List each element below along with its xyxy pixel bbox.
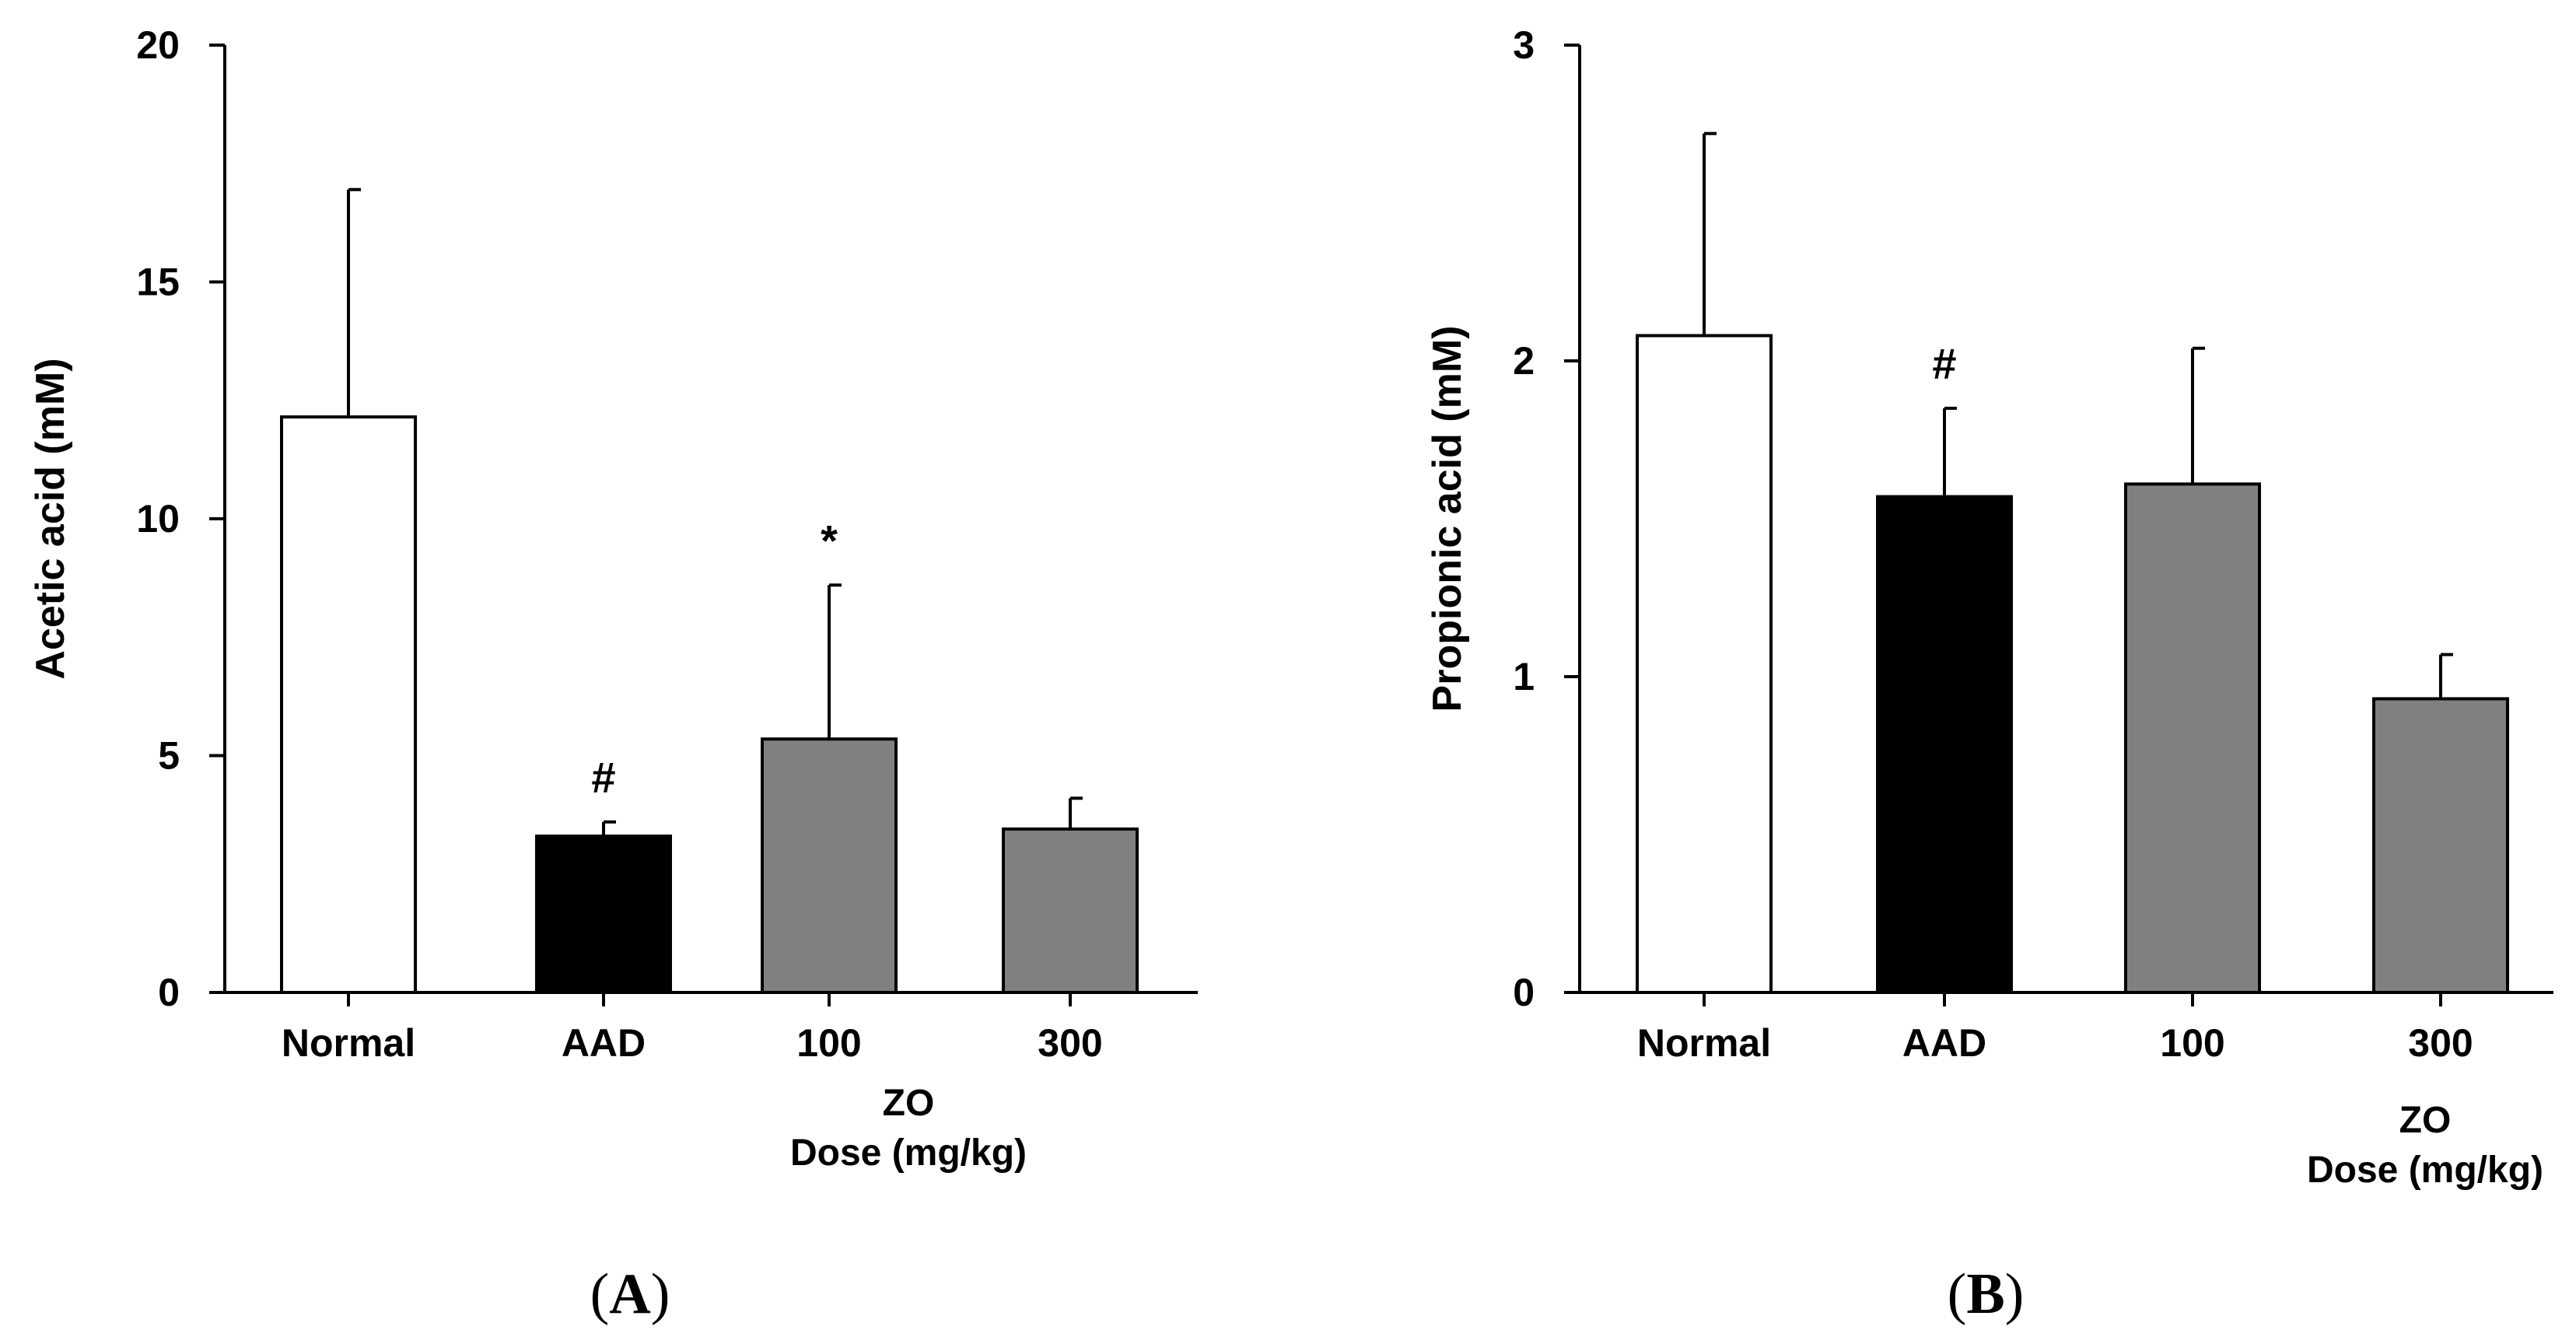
y-axis-label: Acetic acid (mM) bbox=[28, 358, 73, 679]
x-tick-label: Normal bbox=[282, 1021, 415, 1065]
x-note-line-1: ZO bbox=[883, 1083, 935, 1124]
x-tick-label: 100 bbox=[2160, 1021, 2224, 1065]
bar-aad bbox=[1876, 495, 2013, 994]
y-tick-label: 5 bbox=[158, 734, 180, 778]
x-note-line-1: ZO bbox=[2399, 1100, 2452, 1141]
y-tick-label: 0 bbox=[1513, 971, 1535, 1014]
y-tick-label: 2 bbox=[1513, 339, 1535, 383]
y-tick-label: 20 bbox=[136, 23, 180, 67]
bars-group: #* bbox=[280, 187, 1139, 995]
bar-300 bbox=[1002, 827, 1139, 995]
y-tick-label: 10 bbox=[136, 497, 180, 541]
y-ticks: 0 5 10 15 20 bbox=[136, 23, 225, 1014]
x-note-line-2: Dose (mg/kg) bbox=[2307, 1150, 2543, 1191]
x-tick-label: 300 bbox=[2408, 1021, 2473, 1065]
y-axis-label: Propionic acid (mM) bbox=[1425, 326, 1470, 712]
x-tick-label: 300 bbox=[1038, 1021, 1102, 1065]
y-tick-label: 3 bbox=[1513, 23, 1535, 67]
y-ticks: 0 1 2 3 bbox=[1513, 23, 1580, 1014]
x-ticks: Normal AAD 100 300 bbox=[1637, 992, 2473, 1065]
bars-group: # bbox=[1636, 131, 2509, 994]
y-tick-label: 0 bbox=[158, 971, 180, 1014]
x-ticks: Normal AAD 100 300 bbox=[282, 992, 1103, 1065]
bar-normal bbox=[280, 415, 417, 994]
x-tick-label: Normal bbox=[1637, 1021, 1771, 1065]
significance-marker: * bbox=[821, 516, 838, 565]
chart-panel-b: # 0 1 2 3 Normal AAD 100 300 Propionic acid (m… bbox=[1425, 23, 2553, 1326]
significance-marker: # bbox=[591, 753, 615, 802]
x-tick-label: AAD bbox=[1902, 1021, 1986, 1065]
panel-label-a: (A) bbox=[590, 1262, 670, 1326]
panel-letter-b: B bbox=[1966, 1262, 2004, 1326]
significance-marker: # bbox=[1932, 339, 1956, 388]
bar-100 bbox=[2124, 482, 2261, 994]
bar-normal bbox=[1636, 334, 1773, 994]
x-tick-label: AAD bbox=[562, 1021, 646, 1065]
panel-label-b: (B) bbox=[1948, 1262, 2025, 1326]
x-tick-label: 100 bbox=[796, 1021, 861, 1065]
panel-letter-a: A bbox=[609, 1262, 650, 1326]
bar-100 bbox=[761, 737, 898, 994]
y-tick-label: 15 bbox=[136, 261, 180, 304]
bar-aad bbox=[535, 835, 672, 995]
bar-300 bbox=[2372, 697, 2509, 994]
y-tick-label: 1 bbox=[1513, 655, 1535, 698]
x-note-line-2: Dose (mg/kg) bbox=[790, 1132, 1027, 1174]
